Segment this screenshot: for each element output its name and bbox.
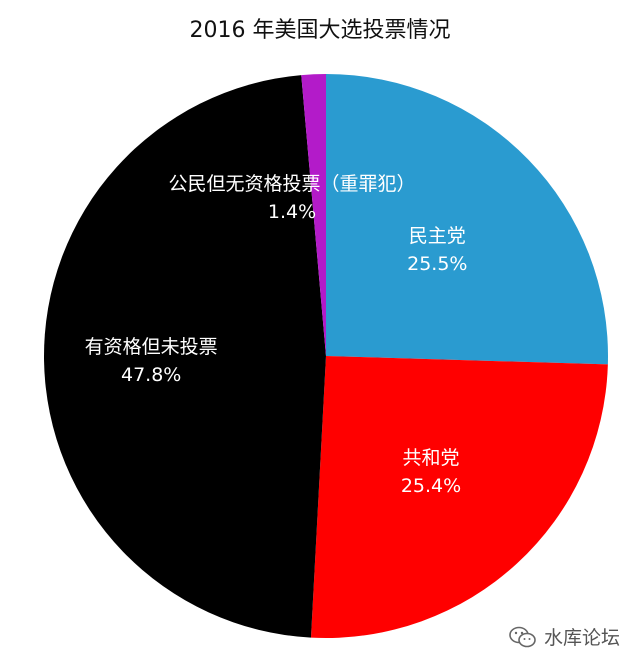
slice-label-3: 有资格但未投票 [85, 336, 218, 358]
watermark-text: 水库论坛 [543, 627, 620, 649]
slice-value-3: 47.8% [121, 364, 181, 386]
slice-label-1: 民主党 [409, 225, 466, 247]
slice-value-2: 25.4% [401, 475, 461, 497]
slice-value-4: 1.4% [268, 201, 316, 223]
watermark: 水库论坛 [508, 623, 620, 650]
pie-slice-4 [301, 74, 326, 356]
pie-slice-1 [326, 74, 609, 365]
pie-slice-3 [44, 75, 326, 638]
slice-label-4: 公民但无资格投票（重罪犯） [168, 173, 415, 195]
slice-value-1: 25.5% [407, 253, 467, 275]
wechat-icon [509, 626, 536, 647]
pie-slice-2 [310, 356, 608, 638]
slice-label-2: 共和党 [403, 447, 460, 469]
chart-title: 2016 年美国大选投票情况 [189, 18, 451, 43]
